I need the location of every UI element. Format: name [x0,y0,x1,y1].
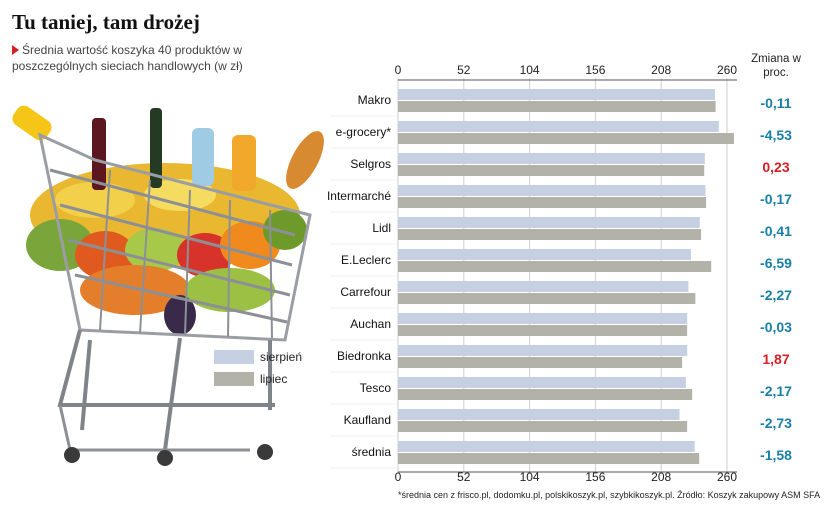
category-label: Kaufland [344,413,391,427]
change-value: -2,17 [760,383,792,399]
bar-lipiec [398,229,702,240]
x-tick-label-top: 260 [717,63,737,77]
legend-label-sierpien: sierpień [260,350,303,364]
bar-lipiec [398,133,734,144]
bar-sierpien [398,217,700,228]
category-label: Makro [358,93,392,107]
x-tick-label-bottom: 104 [520,470,540,484]
x-tick-label-top: 0 [395,63,402,77]
x-tick-label-top: 52 [457,63,471,77]
bar-sierpien [398,185,706,196]
bar-sierpien [398,377,686,388]
bar-lipiec [398,293,696,304]
category-label: Selgros [350,157,391,171]
footnote: *średnia cen z frisco.pl, dodomku.pl, po… [398,490,821,500]
bar-lipiec [398,101,716,112]
bar-lipiec [398,389,693,400]
bar-sierpien [398,409,680,420]
change-value: -2,73 [760,415,792,431]
legend-swatch-sierpien [214,350,254,364]
change-value: 1,87 [762,351,789,367]
change-value: -1,58 [760,447,792,463]
change-value: 0,23 [762,159,789,175]
x-tick-label-bottom: 0 [395,470,402,484]
x-tick-label-bottom: 156 [585,470,605,484]
legend-label-lipiec: lipiec [260,372,288,386]
change-value: -0,11 [760,95,791,111]
category-label: Tesco [360,381,392,395]
bar-sierpien [398,313,688,324]
chart-title: Tu taniej, tam drożej [12,10,200,34]
bar-sierpien [398,153,705,164]
x-tick-label-bottom: 208 [651,470,671,484]
bar-lipiec [398,261,712,272]
change-value: -4,53 [760,127,792,143]
bar-sierpien [398,89,715,100]
bar-lipiec [398,197,707,208]
change-column-header: Zmiana w proc. [751,53,801,79]
bar-lipiec [398,453,700,464]
category-label: Carrefour [340,285,391,299]
change-value: -0,03 [760,319,792,335]
bar-sierpien [398,345,688,356]
chart-subtitle: Średnia wartość koszyka 40 produktów w p… [12,42,312,74]
bar-lipiec [398,421,688,432]
category-label: średnia [352,445,392,459]
category-label: e-grocery* [336,125,392,139]
change-value: -2,27 [760,287,792,303]
red-triangle-icon [12,45,19,55]
x-tick-label-top: 208 [651,63,671,77]
category-label: Auchan [350,317,391,331]
cart-wheel-icon [157,450,173,466]
bar-sierpien [398,441,695,452]
x-tick-label-top: 156 [585,63,605,77]
bar-lipiec [398,325,688,336]
change-value: -0,41 [760,223,792,239]
cart-wheel-icon [64,447,80,463]
category-label: Biedronka [337,349,391,363]
subtitle-text: Średnia wartość koszyka 40 produktów w p… [12,43,243,73]
category-label: E.Leclerc [341,253,391,267]
category-label: Lidl [372,221,391,235]
cart-wheel-icon [257,444,273,460]
x-tick-label-top: 104 [520,63,540,77]
bar-lipiec [398,165,705,176]
x-tick-label-bottom: 52 [457,470,471,484]
bar-sierpien [398,121,719,132]
bar-lipiec [398,357,683,368]
change-value: -0,17 [760,191,792,207]
change-value: -6,59 [760,255,792,271]
x-tick-label-bottom: 260 [717,470,737,484]
shopping-cart-illustration [12,105,324,466]
category-label: Intermarché [327,189,391,203]
legend-swatch-lipiec [214,372,254,386]
bar-sierpien [398,249,691,260]
bar-sierpien [398,281,689,292]
